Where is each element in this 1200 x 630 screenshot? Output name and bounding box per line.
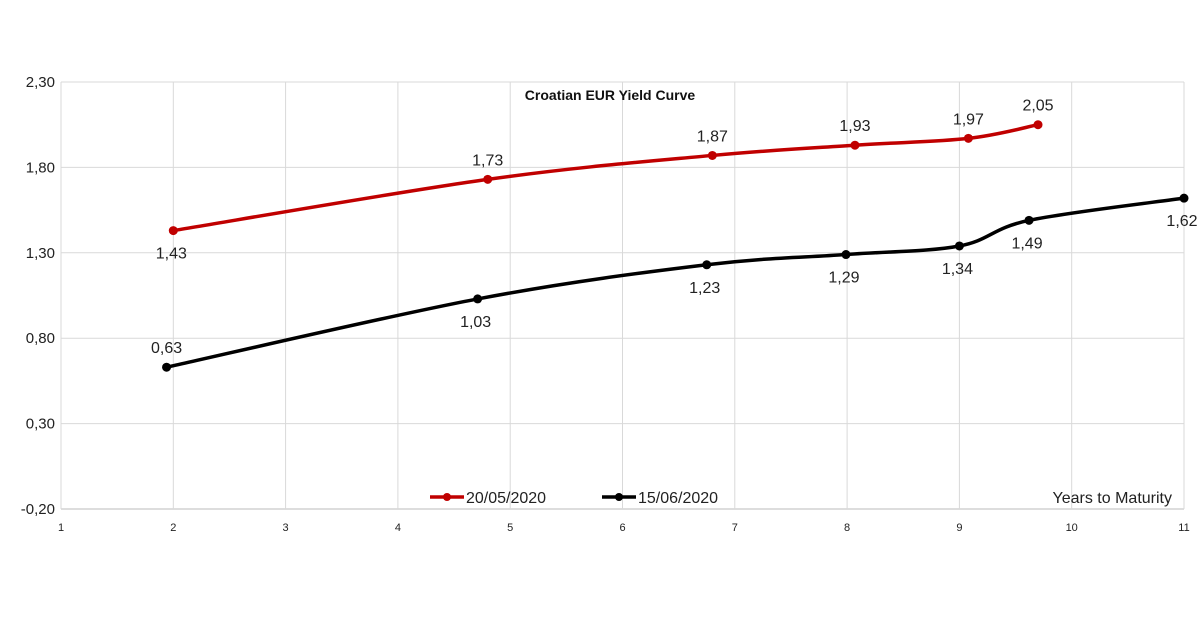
x-tick-label: 2 [170,522,176,534]
data-point [473,294,483,304]
x-tick-label: 1 [58,522,64,534]
data-point [702,260,712,270]
chart-title: Croatian EUR Yield Curve [525,87,696,103]
data-label: 1,03 [460,314,491,331]
data-point [963,133,973,143]
x-tick-label: 4 [395,522,401,534]
y-tick-label: -0,20 [21,501,55,518]
x-tick-label: 5 [507,522,513,534]
data-point [1179,193,1189,203]
data-label: 2,05 [1022,98,1053,115]
x-tick-label: 9 [956,522,962,534]
data-point [841,250,851,260]
x-tick-label: 11 [1178,522,1189,534]
data-point [954,241,964,251]
legend: 20/05/2020 15/06/2020 [430,490,718,507]
legend-marker-icon [443,493,451,501]
data-point [707,150,717,160]
data-label: 1,87 [697,128,728,145]
data-labels: 1,43 1,73 1,87 1,93 1,97 2,05 0,63 1,03 1,23 1,29… [151,98,1198,358]
y-tick-label: 0,80 [26,330,55,347]
data-label: 1,73 [472,152,503,169]
data-label: 1,23 [689,280,720,297]
x-tick-label: 7 [732,522,738,534]
data-label: 1,93 [839,118,870,135]
x-tick-label: 10 [1066,522,1078,534]
data-point [483,174,493,184]
data-point [168,226,178,236]
data-label: 1,62 [1166,213,1197,230]
x-tick-label: 8 [844,522,850,534]
series-lines [162,120,1189,372]
data-label: 0,63 [151,340,182,357]
data-label: 1,43 [156,246,187,263]
data-point [1033,120,1043,130]
y-tick-label: 1,80 [26,159,55,176]
data-label: 1,49 [1011,235,1042,252]
data-point [1024,215,1034,225]
data-label: 1,34 [942,261,973,278]
y-tick-label: 2,30 [26,74,55,91]
data-label: 1,29 [828,270,859,287]
data-point [162,362,172,372]
grid [60,81,1185,510]
legend-label: 15/06/2020 [638,490,718,507]
data-point [850,140,860,150]
y-tick-label: 1,30 [26,245,55,262]
legend-marker-icon [615,493,623,501]
legend-label: 20/05/2020 [466,490,546,507]
y-tick-label: 0,30 [26,416,55,433]
axis-ticks: -0,20 0,30 0,80 1,30 1,80 2,30 1 2 3 4 5 6 7 8 9 10 11 [21,74,1190,534]
data-label: 1,97 [953,111,984,128]
x-tick-label: 3 [283,522,289,534]
series-line-0 [173,122,1039,233]
x-axis-label: Years to Maturity [1053,490,1172,507]
x-tick-label: 6 [619,522,625,534]
